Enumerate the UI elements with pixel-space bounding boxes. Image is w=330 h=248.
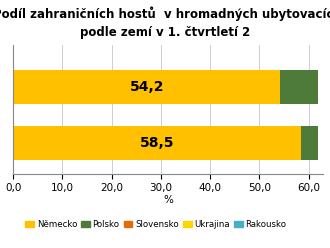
- X-axis label: %: %: [163, 195, 173, 205]
- Bar: [301, 126, 318, 159]
- Bar: [13, 70, 280, 103]
- Bar: [280, 70, 318, 103]
- Legend: Německo, Polsko, Slovensko, Ukrajina, Rakousko: Německo, Polsko, Slovensko, Ukrajina, Ra…: [22, 217, 290, 232]
- Text: Podíl zahraničních hostů  v hromadných ubytovacícl: Podíl zahraničních hostů v hromadných ub…: [0, 6, 330, 21]
- Bar: [13, 126, 301, 159]
- Text: podle zemí v 1. čtvrtletí 2: podle zemí v 1. čtvrtletí 2: [80, 26, 250, 39]
- Text: 54,2: 54,2: [129, 80, 164, 94]
- Text: 58,5: 58,5: [140, 136, 175, 150]
